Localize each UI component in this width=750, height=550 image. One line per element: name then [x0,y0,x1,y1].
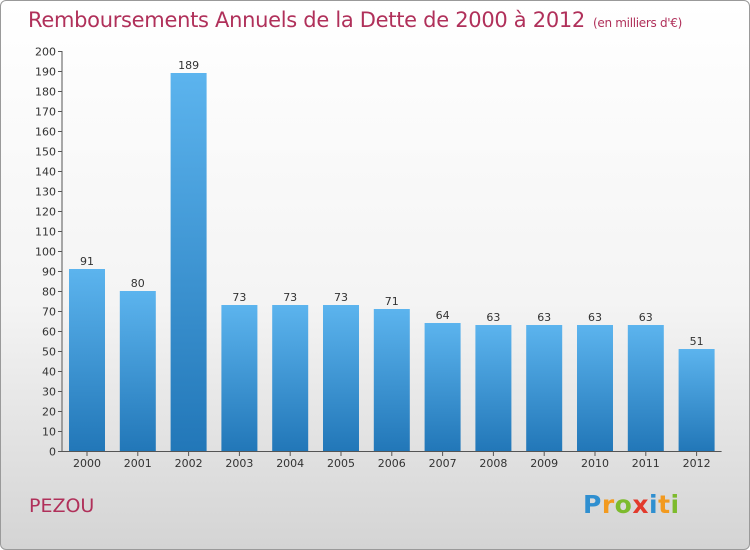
x-tick-label-2012: 2012 [683,457,711,470]
y-tick-label: 140 [35,166,56,179]
data-label-2008: 63 [486,311,500,324]
bar-2010 [577,325,613,451]
x-tick-label-2011: 2011 [632,457,660,470]
y-tick-label: 20 [42,406,56,419]
data-label-2012: 51 [690,335,704,348]
logo-letter: o [614,490,633,519]
bar-2000 [69,269,105,451]
y-tick-label: 120 [35,206,56,219]
chart-title-text: Remboursements Annuels de la Dette de 20… [28,8,585,32]
bar-2006 [373,309,410,451]
y-tick-label: 60 [42,326,56,339]
y-axis: 0 10 20 30 40 50 60 70 80 90 100 110 120 130 140 150 160… [35,46,63,459]
data-label-2003: 73 [232,291,246,304]
x-tick-label-2007: 2007 [429,457,457,470]
y-tick-label: 200 [35,46,56,59]
y-tick-label: 50 [42,346,56,359]
bar-2001 [119,291,156,451]
bar-2012 [678,349,715,451]
x-tick-label-2010: 2010 [581,457,609,470]
logo-letter: i [670,490,680,519]
y-tick-label: 90 [42,266,56,279]
y-tick-label: 40 [42,366,56,379]
bar-series: 91 80 189 73 73 73 71 64 63 63 63 63 51 [69,59,715,451]
bar-2002 [170,73,207,451]
y-tick-label: 100 [35,246,56,259]
y-tick-label: 110 [35,226,56,239]
y-tick-label: 130 [35,186,56,199]
x-tick-label-2002: 2002 [175,457,203,470]
y-tick-label: 70 [42,306,56,319]
bar-2008 [475,325,512,451]
y-tick-label: 160 [35,126,56,139]
x-tick-label-2006: 2006 [378,457,406,470]
data-label-2007: 64 [436,309,450,322]
bar-2011 [627,325,664,451]
proxiti-logo[interactable]: Proxiti [583,490,680,519]
bar-2007 [424,323,461,451]
y-tick-label: 30 [42,386,56,399]
x-tick-label-2004: 2004 [276,457,304,470]
y-tick-label: 80 [42,286,56,299]
data-label-2002: 189 [178,59,199,72]
y-tick-label: 150 [35,146,56,159]
data-label-2001: 80 [131,277,145,290]
data-label-2011: 63 [639,311,653,324]
logo-letter: P [583,490,602,519]
chart-subtitle: (en milliers d'€) [593,16,683,30]
y-tick-label: 180 [35,86,56,99]
data-label-2004: 73 [283,291,297,304]
y-tick-label: 170 [35,106,56,119]
logo-letter: i [649,490,659,519]
commune-name: PEZOU [29,495,95,517]
x-tick-label-2009: 2009 [530,457,558,470]
y-tick-label: 0 [49,446,56,459]
data-label-2009: 63 [537,311,551,324]
x-axis: 2000 2001 2002 2003 2004 2005 2006 2007 2008 2009… [62,451,722,470]
logo-letter: x [632,490,649,519]
bar-2003 [221,305,258,451]
x-tick-label-2008: 2008 [479,457,507,470]
x-tick-label-2001: 2001 [124,457,152,470]
data-label-2005: 73 [334,291,348,304]
logo-letter: t [658,490,671,519]
x-tick-label-2003: 2003 [225,457,253,470]
data-label-2000: 91 [80,255,94,268]
x-tick-label-2000: 2000 [73,457,101,470]
y-tick-label: 10 [42,426,56,439]
bar-2004 [272,305,309,451]
chart-title: Remboursements Annuels de la Dette de 20… [28,8,682,32]
y-tick-label: 190 [35,66,56,79]
x-tick-label-2005: 2005 [327,457,355,470]
bar-2005 [323,305,359,451]
data-label-2010: 63 [588,311,602,324]
logo-letter: r [601,490,615,519]
bar-2009 [526,325,563,451]
data-label-2006: 71 [385,295,399,308]
